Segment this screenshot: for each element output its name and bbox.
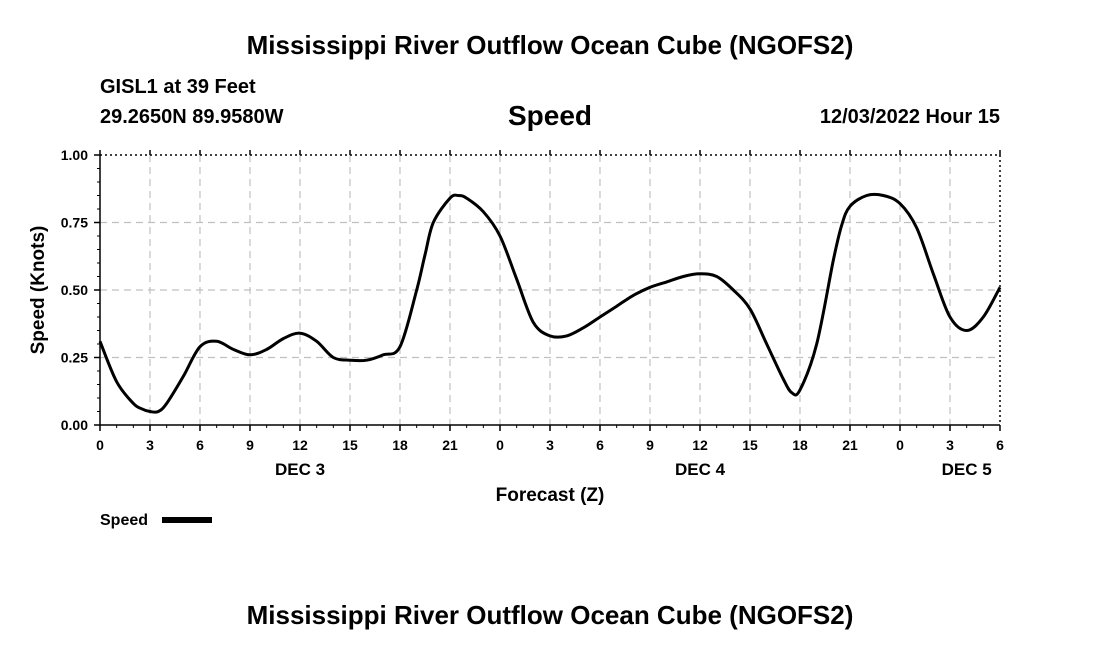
x-tick-label: 18 xyxy=(392,437,408,453)
x-tick-label: 18 xyxy=(792,437,808,453)
x-axis-label: Forecast (Z) xyxy=(496,485,605,506)
chart-title: Speed xyxy=(507,100,593,131)
x-tick-label: 3 xyxy=(546,437,554,453)
y-tick-label: 0.00 xyxy=(61,417,88,433)
x-tick-label: 21 xyxy=(842,437,858,453)
y-tick-label: 1.00 xyxy=(61,147,88,163)
x-tick-label: 0 xyxy=(96,437,104,453)
x-tick-label: 15 xyxy=(742,437,758,453)
day-label: DEC 4 xyxy=(675,460,726,479)
day-label: DEC 5 xyxy=(942,460,992,479)
station-label: GISL1 at 39 Feet xyxy=(100,76,256,98)
y-tick-label: 0.25 xyxy=(61,350,88,366)
x-tick-label: 21 xyxy=(442,437,458,453)
x-tick-label: 6 xyxy=(196,437,204,453)
legend-label: Speed xyxy=(100,512,148,529)
x-tick-label: 0 xyxy=(496,437,504,453)
footer-title: Mississippi River Outflow Ocean Cube (NG… xyxy=(246,600,854,630)
y-tick-label: 0.50 xyxy=(61,282,88,298)
x-tick-label: 15 xyxy=(342,437,358,453)
x-tick-label: 9 xyxy=(246,437,254,453)
x-tick-label: 12 xyxy=(692,437,708,453)
x-tick-label: 3 xyxy=(946,437,954,453)
x-tick-label: 0 xyxy=(896,437,904,453)
x-tick-label: 3 xyxy=(146,437,154,453)
forecast-datetime: 12/03/2022 Hour 15 xyxy=(819,106,1000,128)
x-tick-label: 9 xyxy=(646,437,654,453)
station-coordinates: 29.2650N 89.9580W xyxy=(100,106,284,128)
speed-series-line xyxy=(98,192,1002,414)
x-tick-label: 12 xyxy=(292,437,308,453)
x-tick-label: 6 xyxy=(996,437,1004,453)
y-tick-label: 0.75 xyxy=(61,215,88,231)
main-title: Mississippi River Outflow Ocean Cube (NG… xyxy=(246,30,854,60)
x-tick-label: 6 xyxy=(596,437,604,453)
day-label: DEC 3 xyxy=(275,460,325,479)
y-axis-label: Speed (Knots) xyxy=(28,226,49,355)
